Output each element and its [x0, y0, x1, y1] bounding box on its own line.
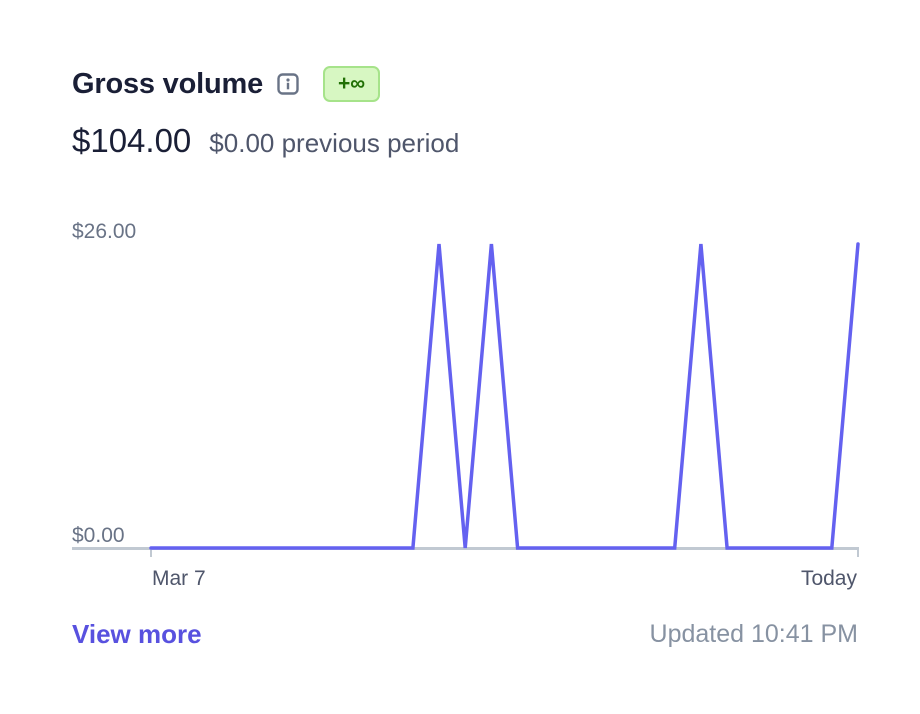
y-tick-label-top: $26.00 — [72, 220, 136, 243]
gross-volume-series-line — [149, 242, 860, 550]
change-badge: +∞ — [323, 66, 381, 102]
updated-timestamp: Updated 10:41 PM — [649, 620, 858, 648]
x-label-start: Mar 7 — [152, 567, 206, 590]
view-more-link[interactable]: View more — [72, 619, 202, 649]
previous-period-value: $0.00 previous period — [209, 128, 460, 158]
card-title: Gross volume — [72, 67, 263, 100]
title-row: Gross volume +∞ — [72, 64, 381, 104]
y-tick-label-bottom: $0.00 — [72, 524, 125, 547]
x-label-end: Today — [801, 567, 858, 590]
summary-row: $104.00 $0.00 previous period — [72, 122, 459, 160]
gross-volume-value: $104.00 — [72, 122, 192, 159]
info-icon[interactable] — [277, 73, 299, 95]
